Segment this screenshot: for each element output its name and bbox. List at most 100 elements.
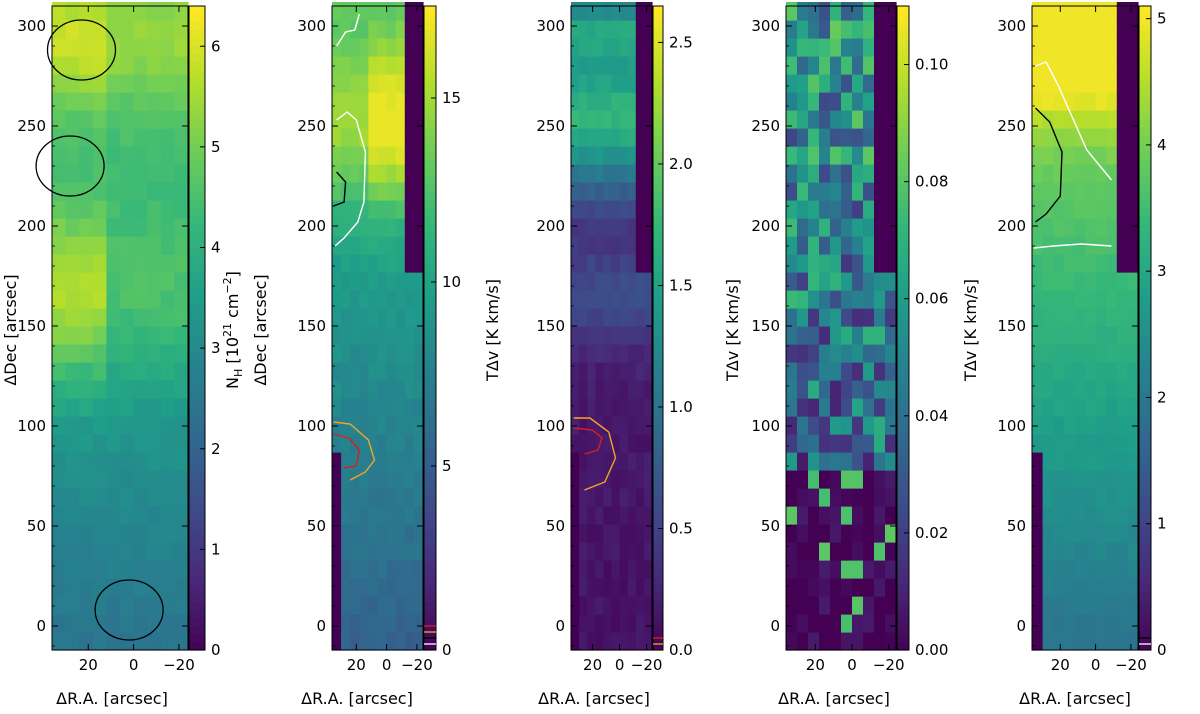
heatmap-cell [830, 470, 842, 489]
heatmap-cell [395, 272, 406, 291]
heatmap-cell [852, 182, 864, 201]
colorbar-band [653, 263, 663, 273]
y-tick-label: 100 [297, 417, 326, 435]
x-tick-label: −20 [873, 656, 905, 674]
heatmap-cell [79, 506, 94, 525]
heatmap-cell [1106, 596, 1118, 615]
y-tick-label: 150 [17, 317, 46, 335]
heatmap-cell [395, 128, 406, 147]
heatmap-cell [133, 2, 148, 21]
heatmap-cell [106, 578, 121, 597]
colorbar-band [897, 303, 909, 313]
heatmap-cell [1074, 2, 1086, 21]
x-tick-label: 20 [347, 656, 366, 674]
heatmap-cell [1063, 254, 1075, 273]
heatmap-cell [643, 92, 653, 111]
panel-1-ylabel: ΔDec [arcsec] [1, 274, 20, 385]
heatmap-cell [874, 326, 886, 345]
heatmap-cell [377, 470, 388, 489]
colorbar-band [653, 142, 663, 152]
heatmap-cell [341, 272, 351, 291]
heatmap-cell [133, 344, 148, 363]
heatmap-cell [1095, 434, 1107, 453]
heatmap-cell [786, 218, 798, 237]
colorbar-band [1139, 62, 1151, 71]
heatmap-cell [643, 596, 653, 615]
heatmap-cell [52, 470, 67, 489]
heatmap-cell [1085, 2, 1097, 21]
heatmap-cell [619, 254, 629, 273]
heatmap-cell [377, 182, 388, 201]
heatmap-cell [79, 308, 94, 327]
heatmap-cell [395, 632, 406, 651]
heatmap-cell [1032, 308, 1044, 327]
heatmap-cell [133, 614, 148, 633]
heatmap-cell [627, 308, 637, 327]
heatmap-cell [579, 74, 588, 93]
heatmap-cell [332, 92, 342, 111]
heatmap-cell [1053, 470, 1065, 489]
heatmap-cell [341, 362, 351, 381]
colorbar-band [189, 271, 205, 281]
heatmap-cell [341, 470, 351, 489]
heatmap-cell [160, 20, 175, 39]
colorbar-band [897, 424, 909, 434]
y-tick-label: 300 [17, 17, 46, 35]
heatmap-cell [852, 398, 864, 417]
heatmap-cell [595, 614, 604, 633]
heatmap-cell [786, 2, 798, 21]
heatmap-cell [1085, 164, 1097, 183]
heatmap-cell [92, 452, 107, 471]
heatmap-cell [874, 416, 886, 435]
colorbar-band [424, 456, 436, 466]
heatmap-cell [1042, 596, 1054, 615]
heatmap-cell [350, 380, 360, 399]
heatmap-cell [874, 164, 886, 183]
heatmap-cell [595, 452, 604, 471]
heatmap-cell [413, 362, 424, 381]
heatmap-cell [147, 182, 162, 201]
heatmap-cell [359, 398, 369, 417]
heatmap-cell [841, 92, 853, 111]
heatmap-cell [160, 2, 175, 21]
heatmap-cell [635, 56, 645, 75]
colorbar-band [424, 199, 436, 208]
heatmap-cell [863, 146, 875, 165]
heatmap-cell [52, 542, 67, 561]
heatmap-cell [830, 56, 842, 75]
colorbar-band [897, 102, 909, 112]
colorbar-band [189, 625, 205, 635]
heatmap-cell [587, 110, 596, 129]
heatmap-cell [404, 560, 415, 579]
colorbar-band [653, 62, 663, 71]
heatmap-cell [627, 254, 637, 273]
colorbar-band [189, 400, 205, 410]
heatmap-cell [377, 128, 388, 147]
colorbar-band [1139, 609, 1151, 619]
heatmap-cell [885, 254, 897, 273]
heatmap-cell [377, 200, 388, 219]
heatmap-cell [627, 38, 637, 57]
heatmap-cell [174, 200, 189, 219]
colorbar-tick-label: 0.02 [915, 524, 948, 542]
beam-circle [94, 579, 164, 641]
colorbar-band [189, 287, 205, 297]
heatmap-cell [147, 596, 162, 615]
heatmap-cell [643, 344, 653, 363]
heatmap-cell [1032, 74, 1044, 93]
colorbar-tick-label: 3 [1157, 262, 1167, 280]
heatmap-cell [1106, 146, 1118, 165]
heatmap-cell [587, 290, 596, 309]
colorbar-band [897, 537, 909, 546]
heatmap-cell [1106, 236, 1118, 255]
heatmap-cell [885, 398, 897, 417]
heatmap-cell [147, 20, 162, 39]
heatmap-cell [147, 74, 162, 93]
heatmap-cell [79, 326, 94, 345]
heatmap-cell [404, 74, 415, 93]
heatmap-cell [603, 632, 613, 651]
heatmap-cell [852, 560, 864, 579]
heatmap-cell [92, 470, 107, 489]
heatmap-cell [377, 452, 388, 471]
heatmap-cell [1106, 2, 1118, 21]
